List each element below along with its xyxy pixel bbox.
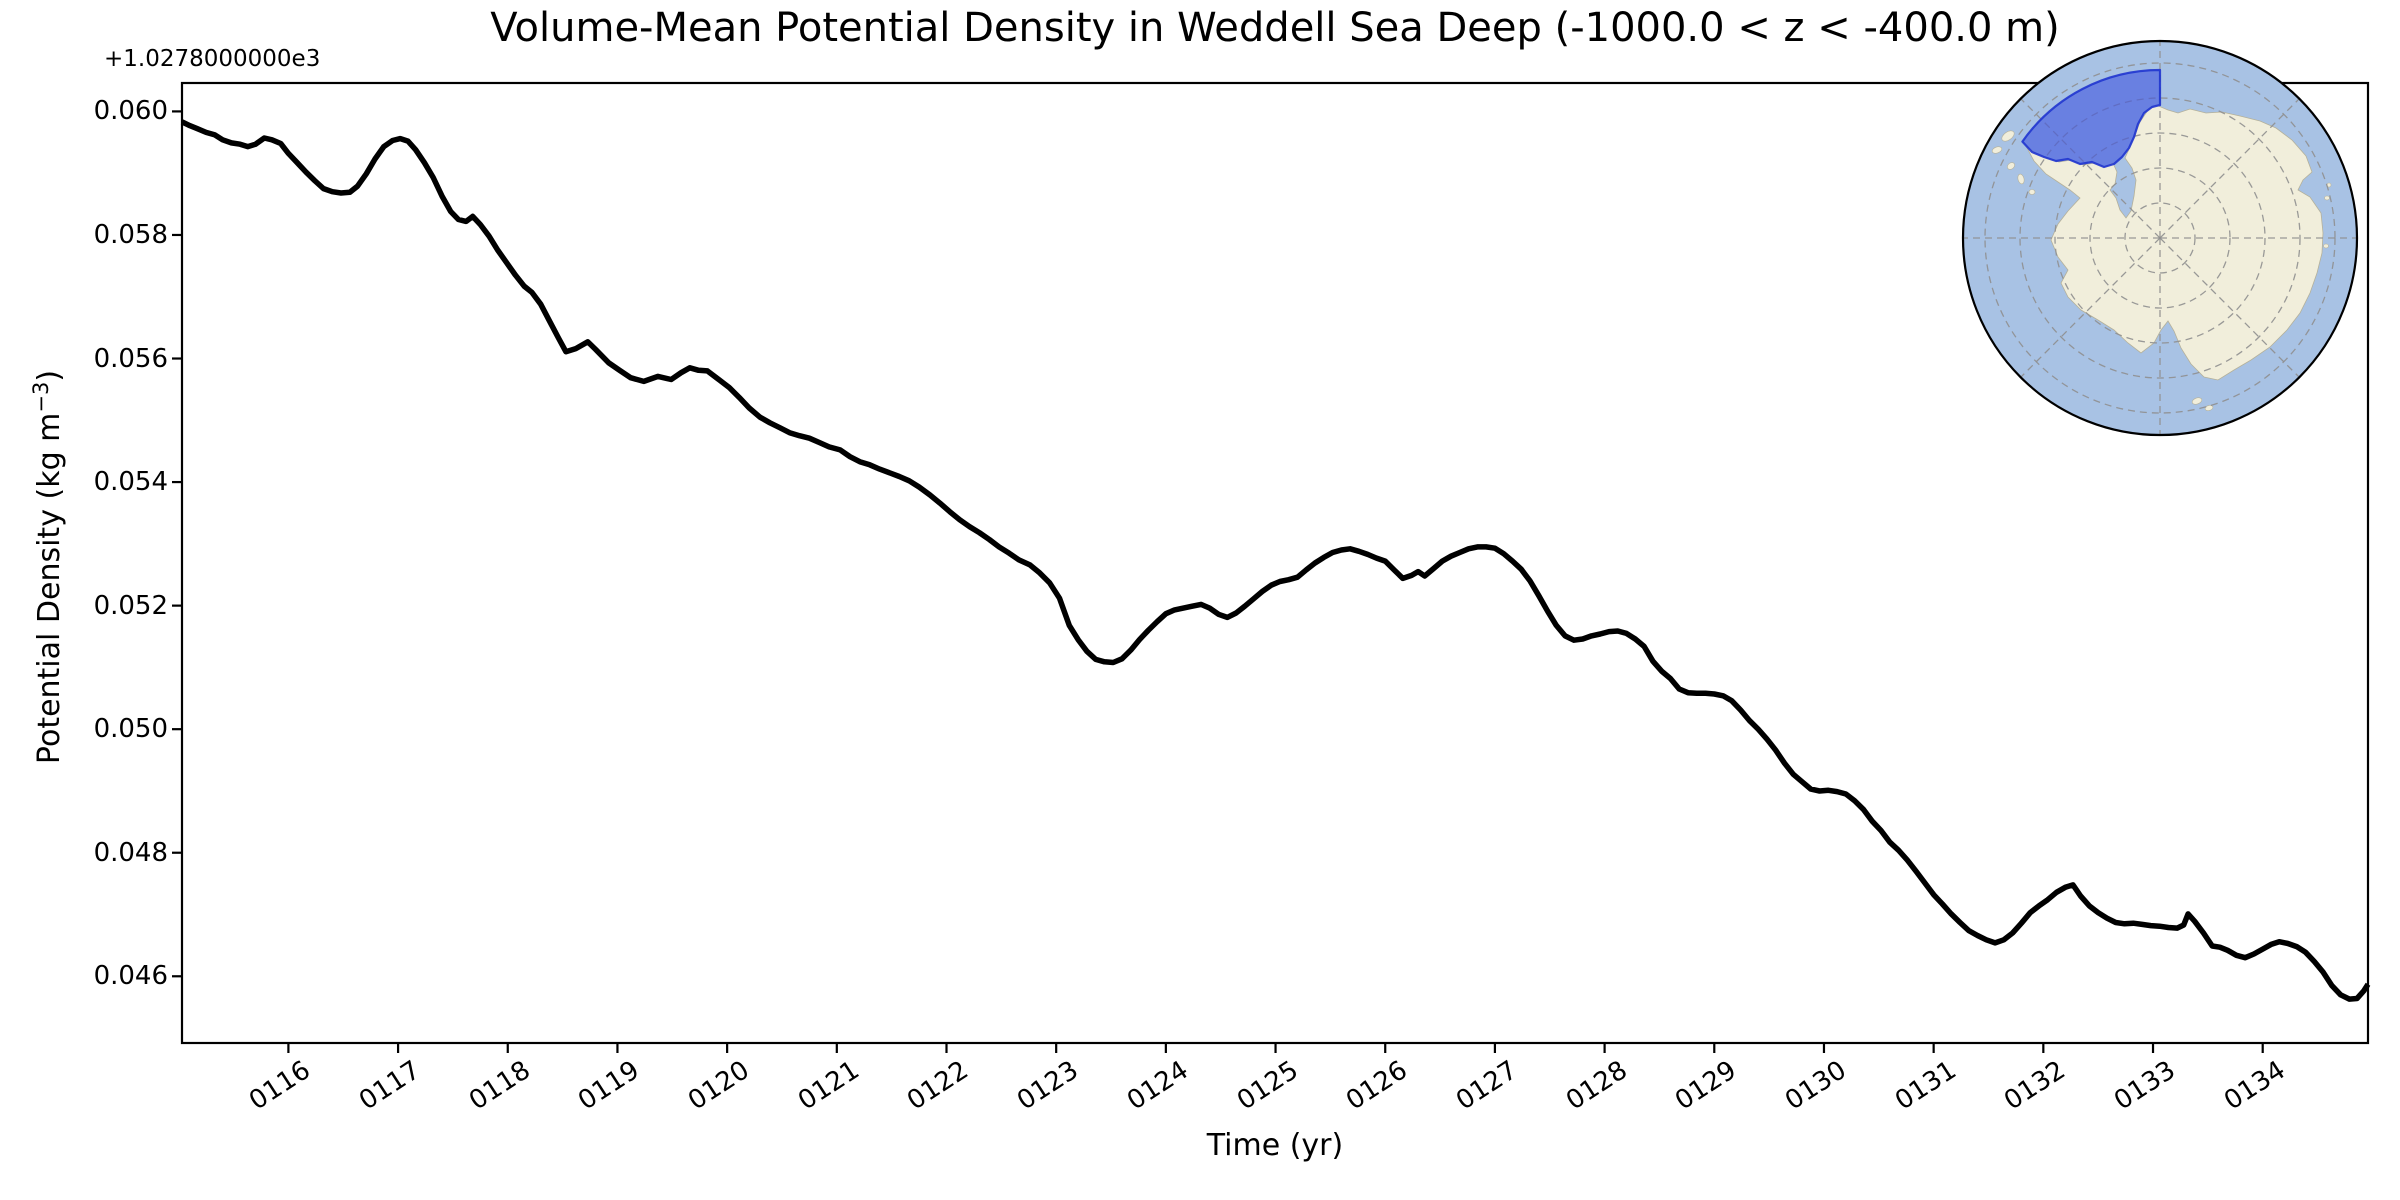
inset-meridian: [2020, 237, 2161, 378]
inset-meridian: [2159, 237, 2300, 378]
y-tick-label: 0.056: [93, 343, 168, 374]
inset-island: [2204, 405, 2214, 411]
x-axis-label: Time (yr): [1206, 1128, 1344, 1163]
inset-island: [2028, 189, 2036, 195]
inset-parallel: [2054, 132, 2266, 344]
inset-meridian: [2020, 98, 2161, 239]
inset-island: [2001, 130, 2015, 142]
inset-island: [2191, 397, 2203, 405]
inset-island: [2007, 162, 2015, 170]
page-title: Volume-Mean Potential Density in Weddell…: [490, 5, 2060, 51]
y-tick-label: 0.058: [93, 219, 168, 250]
inset-parallel: [2124, 202, 2196, 274]
y-tick-label: 0.046: [93, 961, 168, 992]
inset-meridian: [2159, 98, 2300, 239]
inset-island: [1991, 146, 2003, 154]
y-tick-label: 0.052: [93, 590, 168, 621]
y-tick-label: 0.048: [93, 837, 168, 868]
inset-rim: [1961, 39, 2359, 437]
inset-group: [1961, 39, 2359, 437]
inset-parallel: [2089, 167, 2231, 309]
inset-region-weddell-sea-deep: [2021, 68, 2162, 169]
inset-parallel: [2019, 97, 2301, 379]
inset-island: [2324, 195, 2330, 201]
y-tick-label: 0.054: [93, 467, 168, 498]
data-line: [180, 119, 2371, 1002]
y-axis-offset-text: +1.0278000000e3: [104, 46, 321, 72]
y-tick-label: 0.050: [93, 714, 168, 745]
inset-island: [2323, 243, 2329, 249]
inset-island: [2017, 173, 2025, 185]
inset-land-antarctica: [2025, 104, 2324, 381]
y-tick-label: 0.060: [93, 96, 168, 127]
